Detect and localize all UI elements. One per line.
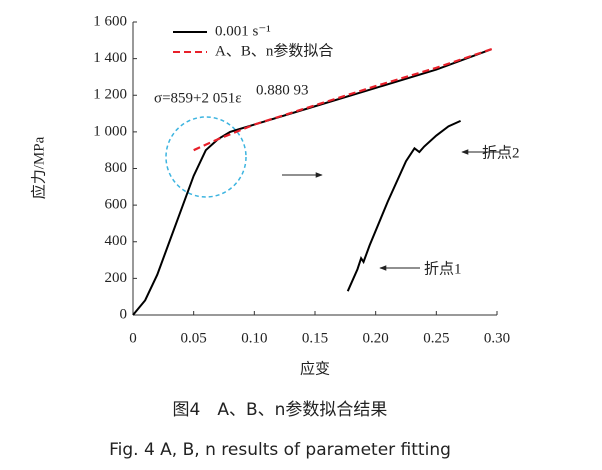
annotation: 折点2 [482, 144, 520, 161]
legend-label: A、B、n参数拟合 [215, 42, 333, 59]
x-tick-label: 0.20 [363, 330, 389, 346]
annotation: 折点1 [424, 260, 462, 277]
y-tick-label: 600 [105, 197, 128, 213]
y-tick-label: 200 [105, 270, 128, 286]
y-tick-label: 1 000 [93, 123, 127, 139]
y-tick-label: 400 [105, 233, 128, 249]
x-tick-label: 0.15 [302, 330, 328, 346]
highlight-circle [165, 116, 247, 198]
y-tick-label: 0 [120, 306, 128, 322]
y-axis-label: 应力/MPa [29, 136, 47, 199]
x-tick-label: 0.05 [181, 330, 207, 346]
caption-cn: 图4 A、B、n参数拟合结果 [173, 400, 388, 420]
y-tick-label: 800 [105, 160, 128, 176]
x-axis-label: 应变 [300, 359, 330, 377]
equation-exponent: 0.880 93 [256, 82, 309, 98]
y-tick-label: 1 400 [93, 50, 127, 66]
y-tick-label: 1 600 [93, 13, 127, 29]
y-tick-label: 1 200 [93, 87, 127, 103]
x-tick-label: 0.10 [241, 330, 267, 346]
legend-label: 0.001 s⁻¹ [215, 23, 271, 39]
series-line [193, 47, 494, 152]
x-tick-label: 0.30 [484, 330, 510, 346]
x-tick-label: 0.25 [423, 330, 449, 346]
series-line [132, 48, 492, 316]
caption-en: Fig. 4 A, B, n results of parameter fitt… [109, 440, 451, 460]
x-tick-label: 0 [129, 330, 137, 346]
equation: σ=859+2 051ε [154, 90, 242, 106]
